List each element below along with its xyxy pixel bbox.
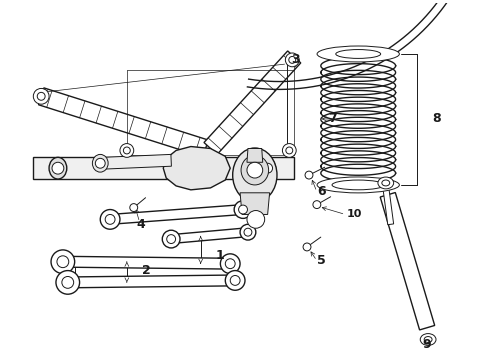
Circle shape <box>240 224 255 240</box>
Circle shape <box>33 89 49 104</box>
Text: 8: 8 <box>431 112 440 125</box>
Text: 10: 10 <box>346 210 361 220</box>
Circle shape <box>52 162 64 174</box>
Circle shape <box>288 57 295 63</box>
Circle shape <box>100 210 120 229</box>
Circle shape <box>246 211 264 228</box>
Text: 6: 6 <box>316 185 325 198</box>
Text: 3: 3 <box>291 53 299 66</box>
Circle shape <box>303 243 310 251</box>
Circle shape <box>120 144 133 157</box>
Circle shape <box>95 158 105 168</box>
Circle shape <box>105 215 115 224</box>
Text: 5: 5 <box>316 254 325 267</box>
Circle shape <box>162 230 180 248</box>
Polygon shape <box>39 88 208 157</box>
Circle shape <box>285 147 292 154</box>
Polygon shape <box>102 154 171 169</box>
Polygon shape <box>163 147 230 190</box>
Polygon shape <box>109 204 243 224</box>
Circle shape <box>312 201 320 208</box>
Text: 1: 1 <box>215 249 224 262</box>
Polygon shape <box>380 193 434 330</box>
Circle shape <box>37 93 45 100</box>
Circle shape <box>282 144 296 157</box>
Ellipse shape <box>246 162 262 178</box>
Circle shape <box>238 205 247 214</box>
Ellipse shape <box>381 180 389 186</box>
Circle shape <box>51 250 75 274</box>
Text: 2: 2 <box>142 264 150 277</box>
Circle shape <box>123 147 130 154</box>
Text: 7: 7 <box>327 112 336 125</box>
Ellipse shape <box>241 156 268 185</box>
Ellipse shape <box>316 177 399 193</box>
Circle shape <box>166 235 175 243</box>
Polygon shape <box>170 228 248 243</box>
Polygon shape <box>33 157 294 179</box>
Ellipse shape <box>232 148 276 202</box>
Ellipse shape <box>316 46 399 62</box>
Circle shape <box>234 201 251 219</box>
Ellipse shape <box>259 158 275 178</box>
Polygon shape <box>240 193 269 215</box>
Polygon shape <box>67 275 235 288</box>
Polygon shape <box>62 256 230 269</box>
Circle shape <box>62 276 74 288</box>
Circle shape <box>57 256 69 267</box>
Circle shape <box>305 171 312 179</box>
Polygon shape <box>203 51 300 154</box>
Circle shape <box>285 53 299 67</box>
Circle shape <box>220 254 240 274</box>
Ellipse shape <box>331 180 384 190</box>
Circle shape <box>262 163 272 173</box>
Polygon shape <box>381 180 393 225</box>
Circle shape <box>225 271 244 290</box>
Circle shape <box>244 228 251 236</box>
Ellipse shape <box>419 334 435 345</box>
Circle shape <box>129 204 138 212</box>
Ellipse shape <box>92 154 108 172</box>
Ellipse shape <box>49 157 67 179</box>
Circle shape <box>230 275 240 285</box>
Polygon shape <box>246 148 262 162</box>
Text: 9: 9 <box>422 338 430 351</box>
Ellipse shape <box>377 177 393 189</box>
Circle shape <box>56 271 80 294</box>
Ellipse shape <box>423 337 431 342</box>
Ellipse shape <box>335 50 380 58</box>
Text: 4: 4 <box>137 218 145 231</box>
Circle shape <box>225 259 235 269</box>
